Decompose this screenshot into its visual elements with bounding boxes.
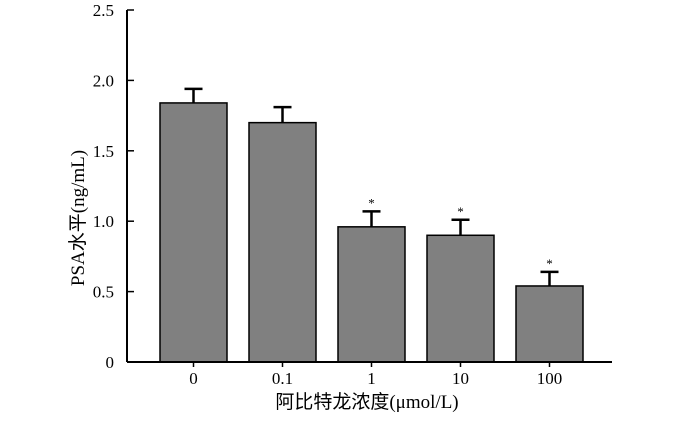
significance-marker-10: * (457, 204, 464, 219)
y-tick-label-1.5: 1.5 (93, 142, 114, 161)
x-tick-label-10: 10 (452, 369, 469, 388)
x-tick-label-0.1: 0.1 (272, 369, 293, 388)
bar-10 (426, 234, 495, 363)
x-tick-label-100: 100 (537, 369, 563, 388)
x-tick-label-1: 1 (367, 369, 376, 388)
x-tick-label-0: 0 (189, 369, 198, 388)
y-tick-label-0.5: 0.5 (93, 283, 114, 302)
bar-0 (159, 102, 228, 363)
bar-0.1 (248, 121, 317, 363)
x-ticks-layer: 0 0.1 1 10 100 (189, 362, 562, 388)
bar-100 (515, 285, 584, 363)
significance-marker-1: * (368, 195, 375, 210)
bar-1 (337, 226, 406, 363)
y-tick-label-0: 0 (106, 353, 115, 372)
bars-layer (159, 102, 584, 363)
error-bars-layer (184, 87, 559, 286)
significance-marker-100: * (546, 256, 553, 271)
y-tick-label-2.0: 2.0 (93, 71, 114, 90)
x-axis-title: 阿比特龙浓度(μmol/L) (275, 391, 458, 413)
axes-layer (126, 10, 612, 363)
y-axis-title: PSA水平(ng/mL) (67, 150, 89, 286)
y-tick-label-1.0: 1.0 (93, 212, 114, 231)
y-ticks-layer: 0 0.5 1.0 1.5 2.0 2.5 (93, 1, 134, 372)
significance-layer: * * * (368, 195, 553, 271)
y-tick-label-2.5: 2.5 (93, 1, 114, 20)
